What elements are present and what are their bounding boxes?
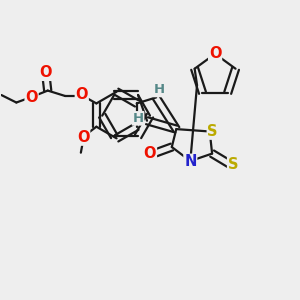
Text: H: H [133, 112, 144, 125]
Text: O: O [77, 130, 89, 145]
Text: S: S [228, 157, 238, 172]
Text: O: O [76, 87, 88, 102]
Text: O: O [144, 146, 156, 161]
Text: O: O [39, 65, 52, 80]
Text: S: S [208, 124, 218, 139]
Text: O: O [209, 46, 221, 61]
Text: N: N [184, 154, 196, 169]
Text: O: O [25, 90, 38, 105]
Text: H: H [154, 83, 165, 97]
